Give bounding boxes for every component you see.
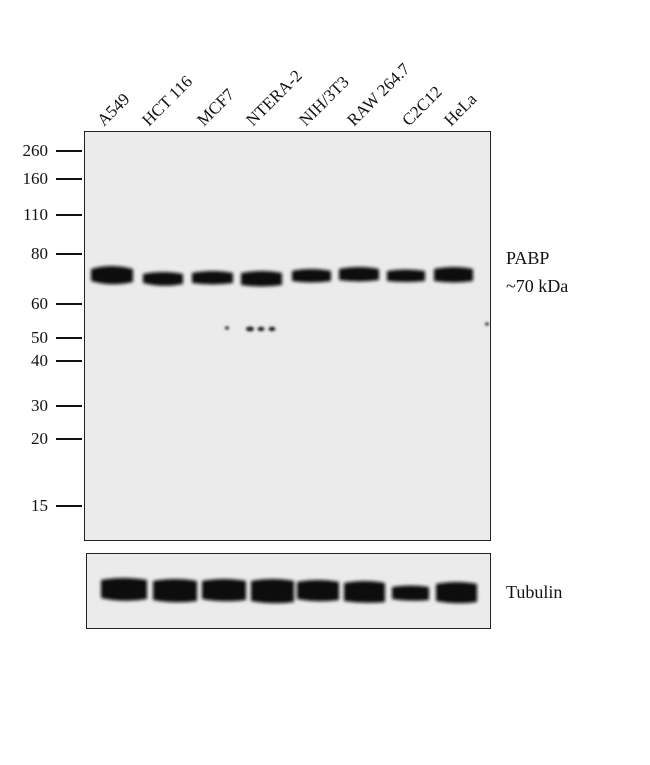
lane-label-hela: HeLa <box>440 89 481 130</box>
faint-band-ntera2-3 <box>268 326 276 332</box>
band-pabp-a549 <box>91 266 133 285</box>
band-pabp-hct116 <box>143 272 183 286</box>
tubulin-blot-panel <box>86 553 491 629</box>
mw-label-110: 110 <box>23 205 48 224</box>
mw-label-160: 160 <box>22 169 49 188</box>
mw-tick-260 <box>56 150 82 152</box>
faint-band-ntera2-2 <box>257 326 265 332</box>
faint-band-mcf7-dot <box>225 326 229 330</box>
mw-tick-110 <box>56 214 82 216</box>
mw-label-20: 20 <box>31 429 48 448</box>
lane-label-ntera2: NTERA-2 <box>242 66 306 130</box>
mw-label-40: 40 <box>31 351 48 370</box>
band-tubulin-mcf7 <box>202 579 246 602</box>
band-pabp-nih3t3 <box>292 269 331 283</box>
band-tubulin-a549 <box>101 578 147 601</box>
mw-label-60: 60 <box>31 294 48 313</box>
target-size-label: ~70 kDa <box>506 276 569 296</box>
membrane-background <box>85 132 490 540</box>
mw-tick-15 <box>56 505 82 507</box>
target-name-label: PABP <box>506 248 550 268</box>
mw-tick-20 <box>56 438 82 440</box>
pabp-blot-image <box>85 132 490 540</box>
lane-label-c2c12: C2C12 <box>398 82 446 130</box>
mw-label-50: 50 <box>31 328 48 347</box>
band-tubulin-hela <box>436 582 477 604</box>
mw-label-15: 15 <box>31 496 48 515</box>
lane-label-hct116: HCT 116 <box>138 71 197 130</box>
faint-band-ntera2-1 <box>246 326 254 332</box>
band-pabp-ntera2 <box>241 271 282 287</box>
band-tubulin-c2c12 <box>392 585 429 601</box>
lane-label-a549: A549 <box>93 89 134 130</box>
band-tubulin-nih3t3 <box>297 580 339 602</box>
mw-tick-60 <box>56 303 82 305</box>
mw-tick-40 <box>56 360 82 362</box>
band-pabp-hela <box>434 267 473 283</box>
pabp-blot-panel <box>84 131 491 541</box>
loading-control-label: Tubulin <box>506 582 563 602</box>
faint-band-edge-dot <box>485 322 489 326</box>
lane-label-mcf7: MCF7 <box>193 84 239 130</box>
band-tubulin-ntera2 <box>251 579 294 604</box>
mw-tick-30 <box>56 405 82 407</box>
mw-tick-80 <box>56 253 82 255</box>
band-tubulin-hct116 <box>153 579 197 603</box>
band-pabp-mcf7 <box>192 271 233 285</box>
mw-label-260: 260 <box>22 141 49 160</box>
band-pabp-c2c12 <box>387 269 425 282</box>
mw-tick-50 <box>56 337 82 339</box>
mw-label-30: 30 <box>31 396 48 415</box>
lane-label-nih3t3: NIH/3T3 <box>295 72 353 130</box>
band-tubulin-raw2647 <box>344 581 385 603</box>
band-pabp-raw2647 <box>339 267 379 282</box>
tubulin-blot-image <box>87 554 490 628</box>
mw-tick-160 <box>56 178 82 180</box>
mw-label-80: 80 <box>31 244 48 263</box>
